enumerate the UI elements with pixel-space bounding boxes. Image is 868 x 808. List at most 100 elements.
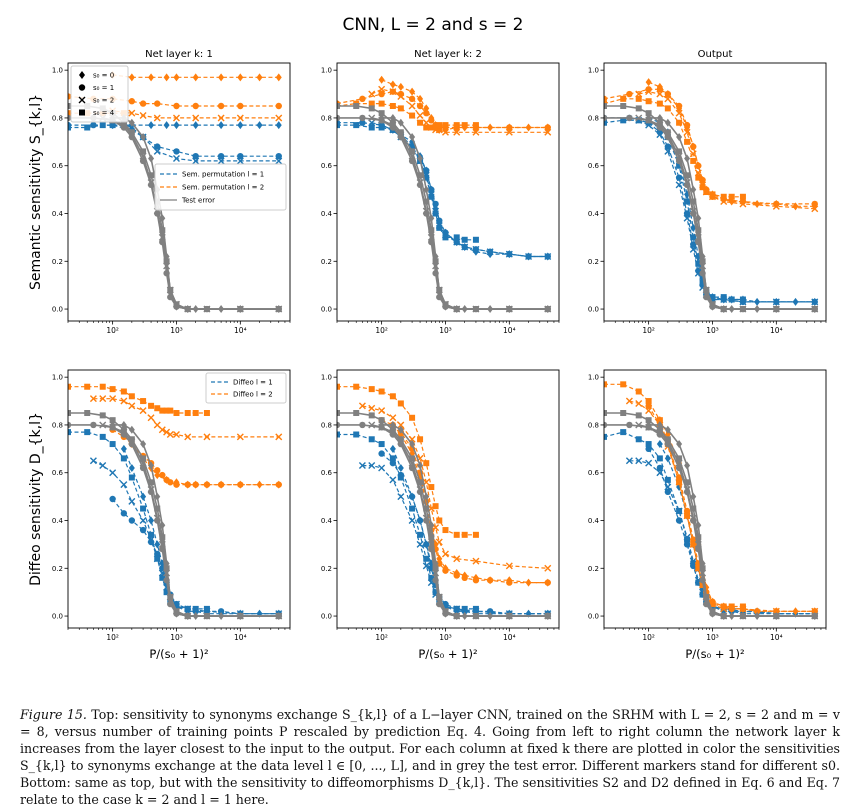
data-point (432, 503, 439, 510)
data-point (720, 613, 727, 620)
data-point-stroke (192, 114, 200, 122)
x-tick-label: 10³ (706, 326, 719, 335)
legend-semantic: Sem. permutation l = 1 Sem. permutation l… (154, 163, 287, 211)
data-point (397, 118, 404, 127)
data-point (109, 417, 116, 424)
data-point (89, 395, 97, 403)
data-point (78, 96, 86, 104)
data-point (453, 572, 460, 579)
data-point (709, 301, 716, 308)
data-point-stroke (172, 114, 180, 122)
data-point-stroke (505, 128, 513, 136)
data-point (432, 124, 439, 131)
data-point (811, 613, 818, 620)
data-point (604, 95, 608, 103)
data-point (184, 481, 191, 488)
data-point-stroke (525, 253, 533, 260)
data-point (128, 118, 135, 127)
data-point (645, 88, 653, 96)
data-point (99, 122, 106, 129)
data-point (635, 105, 642, 112)
data-point (656, 469, 664, 477)
data-point-stroke (461, 243, 469, 251)
data-point (739, 193, 746, 200)
data-point (684, 198, 691, 205)
data-point (275, 306, 282, 313)
data-point (275, 157, 283, 165)
data-point (436, 593, 443, 600)
data-point-stroke (486, 248, 494, 256)
data-point (109, 441, 116, 448)
data-point (275, 433, 283, 441)
data-point (417, 479, 424, 486)
data-point (275, 613, 282, 620)
data-point-stroke (656, 90, 664, 98)
data-point (368, 386, 375, 393)
data-point-stroke (275, 433, 283, 441)
data-point (120, 397, 128, 405)
data-point (472, 577, 480, 584)
series-line-test-s2 (371, 117, 548, 310)
data-point (664, 118, 671, 127)
data-point (139, 112, 147, 120)
data-point (635, 421, 643, 429)
data-point (203, 605, 210, 612)
data-point (353, 122, 360, 129)
y-tick-label: 0.2 (321, 565, 332, 573)
data-point (416, 517, 424, 524)
data-point (699, 184, 706, 191)
data-point (217, 481, 225, 488)
panel-r0-c1: 0.0 0.2 0.4 0.6 0.8 1.0 10² 10³ 10⁴ Net layer k: … (321, 49, 560, 335)
data-point (676, 440, 683, 449)
data-point-stroke (172, 431, 180, 438)
data-point-stroke (645, 116, 653, 124)
data-point (453, 122, 460, 129)
y-tick-label: 0.4 (321, 517, 333, 525)
data-point (684, 536, 691, 543)
data-point (153, 114, 161, 122)
data-point-stroke (358, 462, 366, 470)
data-point (128, 497, 136, 505)
data-point (236, 114, 244, 122)
data-point-stroke (128, 402, 136, 410)
data-point (453, 555, 461, 563)
data-point-stroke (236, 433, 244, 441)
data-point (337, 103, 340, 109)
data-point (173, 608, 180, 615)
data-point (435, 538, 443, 546)
x-tick-label: 10⁴ (234, 326, 247, 335)
data-point-stroke (625, 397, 633, 405)
data-point (695, 174, 702, 181)
data-point (128, 436, 135, 443)
data-point (544, 128, 552, 136)
data-point (683, 128, 691, 136)
panel-r1-c0: 0.0 0.2 0.4 0.6 0.8 1.0 10² 10³ 10⁴ P/(s₀ + 1)² Di… (28, 369, 291, 661)
legend-label: s₀ = 1 (93, 84, 114, 92)
data-point (428, 574, 435, 581)
data-point (109, 122, 116, 129)
data-point (423, 505, 430, 512)
data-point (461, 243, 469, 251)
data-point (256, 121, 263, 130)
data-point (620, 410, 627, 416)
data-point (423, 167, 430, 174)
data-point-stroke (128, 497, 136, 505)
data-point (217, 152, 225, 160)
data-point-stroke (368, 404, 376, 412)
x-axis-label: P/(s₀ + 1)² (418, 647, 477, 661)
data-point-stroke (120, 397, 128, 405)
data-point (184, 433, 192, 441)
data-point (166, 431, 174, 438)
data-point (604, 433, 607, 440)
data-point (378, 388, 385, 395)
data-point (695, 579, 702, 586)
data-point (237, 73, 244, 82)
data-point (664, 147, 672, 155)
data-point (645, 116, 653, 124)
data-point (237, 613, 244, 620)
data-point (656, 464, 664, 472)
data-point (709, 191, 716, 198)
y-tick-label: 0.0 (52, 613, 63, 621)
data-point (423, 541, 430, 548)
data-point (635, 117, 642, 124)
